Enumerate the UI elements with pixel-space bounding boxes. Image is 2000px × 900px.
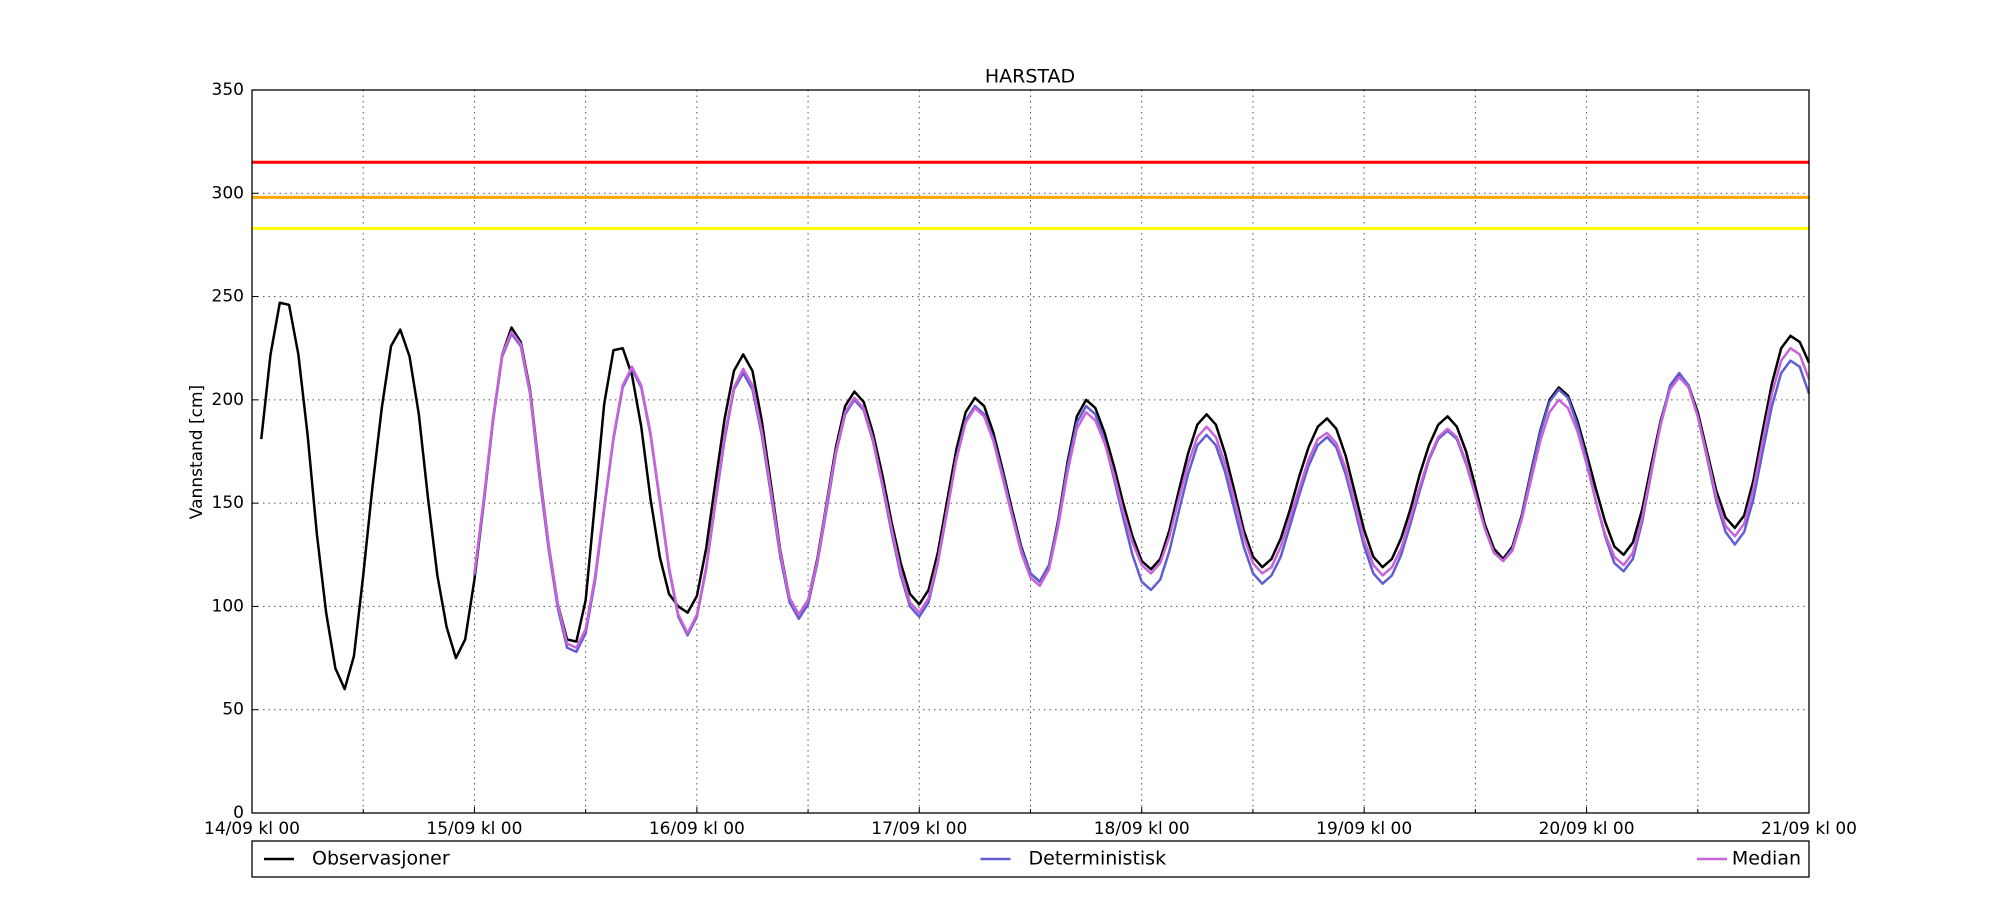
x-tick-label: 18/09 kl 00 (1094, 819, 1190, 839)
legend-box (251, 840, 1810, 878)
y-tick-label: 250 (212, 287, 244, 307)
y-tick-label: 0 (233, 803, 244, 823)
y-tick-label: 350 (212, 80, 244, 100)
y-tick-label: 150 (212, 493, 244, 513)
series-line (260, 301, 1811, 691)
legend-label: Median (1732, 848, 1801, 870)
x-tick-label: 14/09 kl 00 (204, 819, 300, 839)
y-axis-label: Vannstand [cm] (187, 385, 207, 519)
plot-frame (251, 89, 1810, 814)
chart-title: HARSTAD (985, 66, 1075, 88)
y-tick-label: 200 (212, 390, 244, 410)
y-tick-label: 100 (212, 596, 244, 616)
y-tick-label: 300 (212, 183, 244, 203)
x-tick-label: 15/09 kl 00 (426, 819, 522, 839)
legend-label: Observasjoner (312, 848, 450, 870)
x-tick-label: 21/09 kl 00 (1761, 819, 1857, 839)
y-tick-label: 50 (222, 700, 244, 720)
x-tick-label: 17/09 kl 00 (871, 819, 967, 839)
x-tick-label: 16/09 kl 00 (649, 819, 745, 839)
x-tick-label: 20/09 kl 00 (1539, 819, 1635, 839)
legend-label: Deterministisk (1029, 848, 1167, 870)
series-line (473, 330, 1811, 649)
x-tick-label: 19/09 kl 00 (1316, 819, 1412, 839)
